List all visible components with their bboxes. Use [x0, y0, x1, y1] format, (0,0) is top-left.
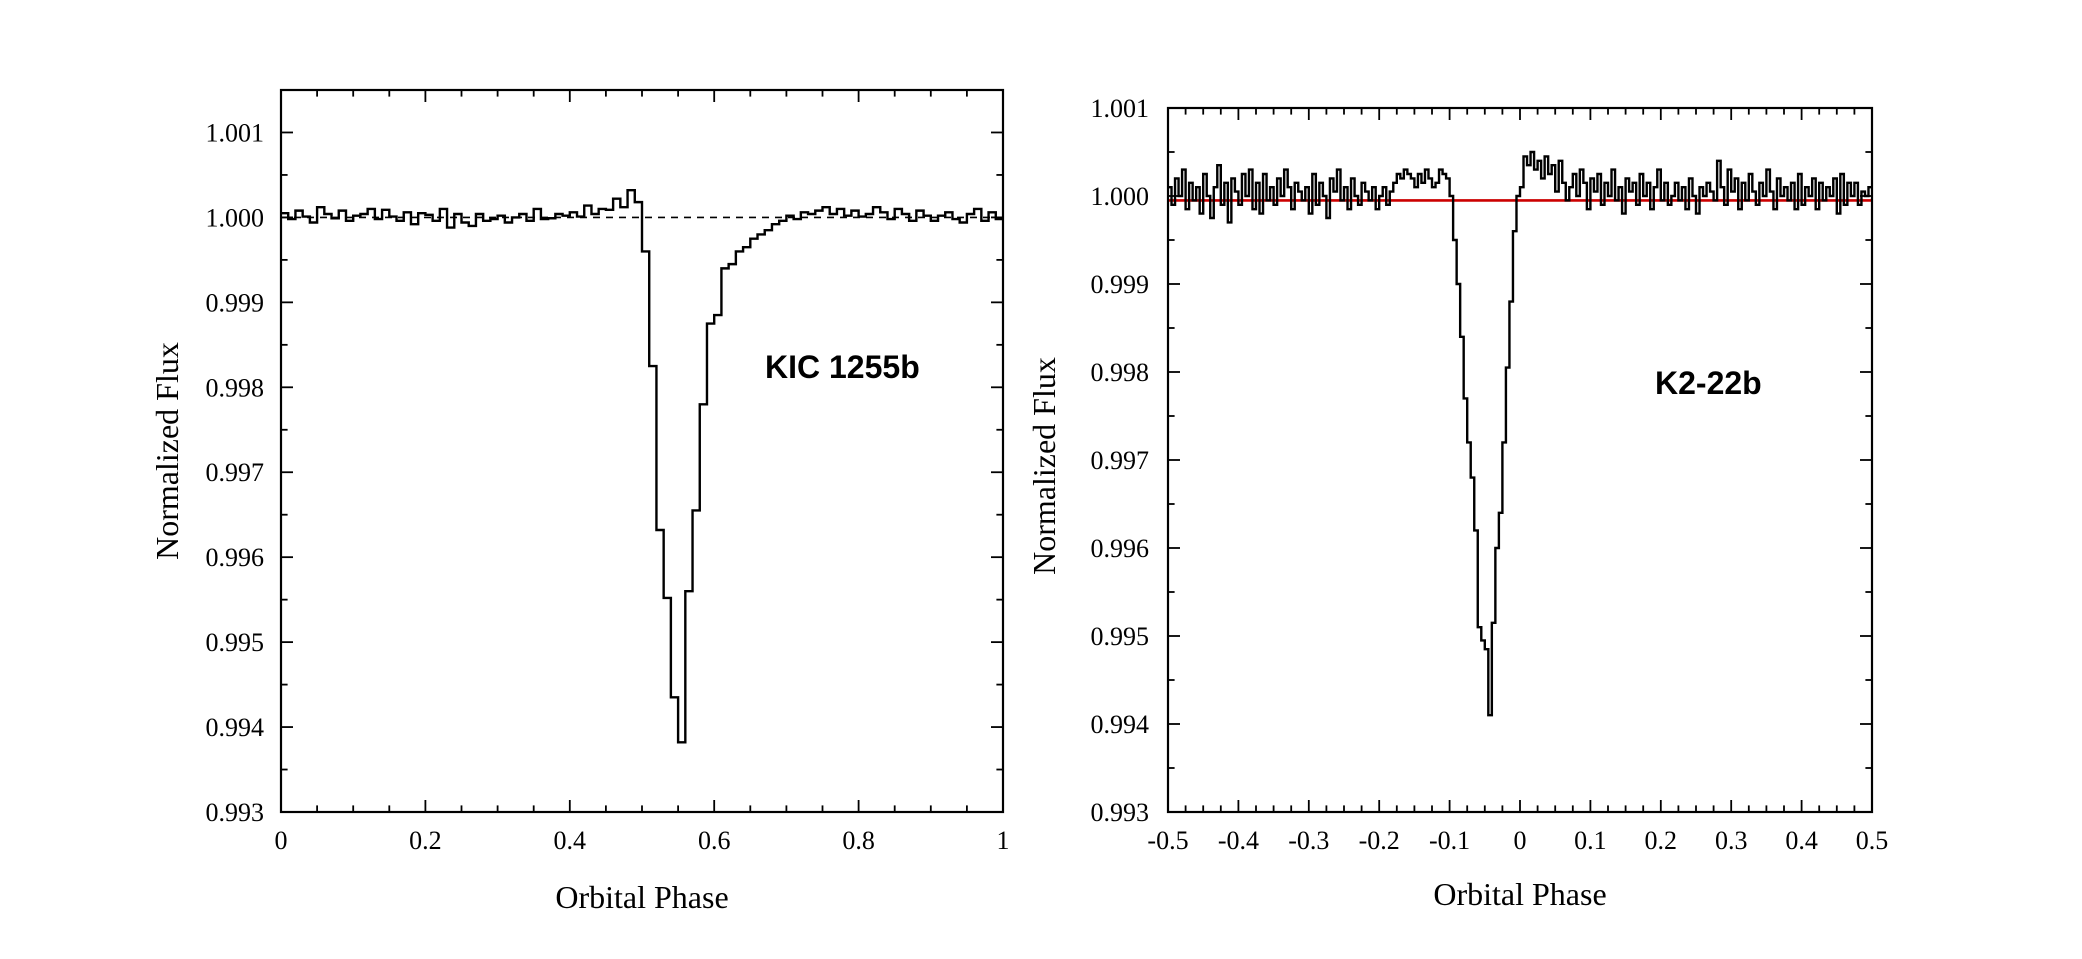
x-tick-label: 0.2 — [409, 826, 442, 855]
y-tick-label: 0.995 — [206, 628, 265, 657]
x-tick-label: -0.1 — [1429, 826, 1470, 855]
x-tick-label: 1 — [997, 826, 1010, 855]
x-tick-label: 0.8 — [842, 826, 875, 855]
x-tick-label: 0.6 — [698, 826, 731, 855]
plot-frame — [1166, 106, 1874, 814]
y-tick-label: 0.999 — [206, 288, 265, 317]
y-axis-label: Normalized Flux — [1026, 357, 1062, 575]
chart-panel-kic1255b: 0.993 0.994 0.995 0.996 0.997 0.998 0.999 1.000… — [149, 88, 1010, 915]
y-tick-label: 0.993 — [206, 798, 265, 827]
y-tick-label: 0.994 — [1091, 710, 1150, 739]
x-tick-label: -0.2 — [1359, 826, 1400, 855]
planet-annotation: K2-22b — [1655, 365, 1762, 401]
y-tick-label: 0.998 — [206, 373, 265, 402]
flux-series-line — [281, 189, 1003, 744]
x-tick-label: 0 — [275, 826, 288, 855]
y-tick-label: 0.999 — [1091, 270, 1150, 299]
x-axis-label: Orbital Phase — [555, 879, 728, 915]
y-tick-label: 0.998 — [1091, 358, 1150, 387]
y-tick-label: 0.996 — [1091, 534, 1150, 563]
y-tick-label: 0.995 — [1091, 622, 1150, 651]
y-tick-label: 1.001 — [1091, 94, 1150, 123]
y-tick-label: 0.997 — [206, 458, 265, 487]
x-tick-label: 0.4 — [554, 826, 587, 855]
x-axis-label: Orbital Phase — [1433, 876, 1606, 912]
y-tick-label: 0.993 — [1091, 798, 1150, 827]
y-tick-label: 1.000 — [206, 203, 265, 232]
plot-frame — [279, 88, 1005, 814]
planet-annotation: KIC 1255b — [765, 349, 920, 385]
x-tick-label: -0.4 — [1218, 826, 1259, 855]
y-tick-label: 1.000 — [1091, 182, 1150, 211]
x-tick-label: 0 — [1514, 826, 1527, 855]
x-tick-label: 0.1 — [1574, 826, 1607, 855]
x-tick-label: -0.5 — [1147, 826, 1188, 855]
chart-panel-k2-22b: 0.993 0.994 0.995 0.996 0.997 0.998 0.999 1.000… — [1026, 94, 1888, 912]
y-tick-label: 0.997 — [1091, 446, 1150, 475]
x-tick-label: 0.2 — [1645, 826, 1678, 855]
y-axis-label: Normalized Flux — [149, 342, 185, 560]
flux-series-line — [1168, 150, 1872, 717]
x-tick-label: 0.3 — [1715, 826, 1748, 855]
y-tick-label: 1.001 — [206, 118, 265, 147]
x-tick-label: 0.5 — [1856, 826, 1889, 855]
x-tick-label: 0.4 — [1785, 826, 1818, 855]
y-tick-label: 0.994 — [206, 713, 265, 742]
y-tick-label: 0.996 — [206, 543, 265, 572]
x-tick-label: -0.3 — [1288, 826, 1329, 855]
